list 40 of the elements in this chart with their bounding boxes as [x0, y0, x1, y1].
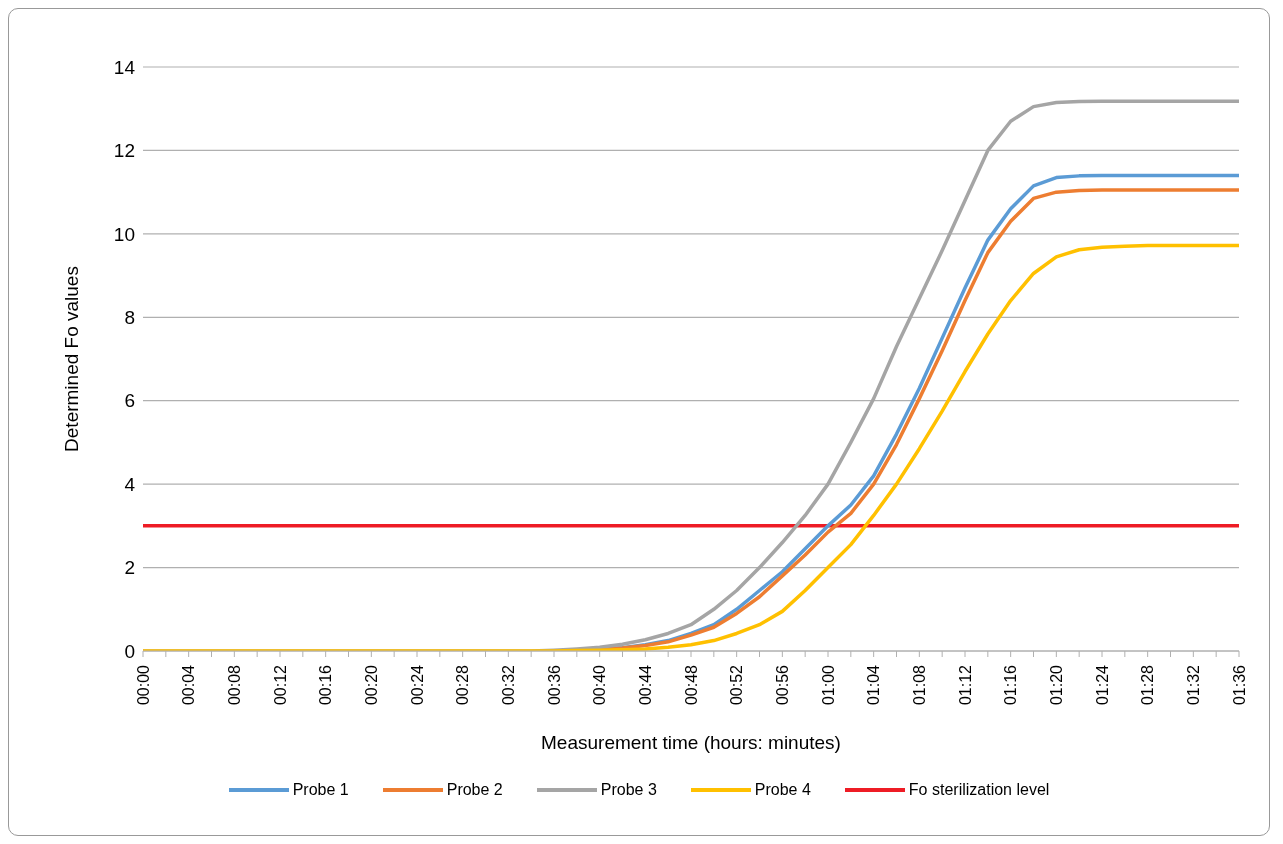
x-tick-label: 00:08 — [225, 664, 243, 706]
y-tick-label: 8 — [124, 307, 135, 329]
x-tick-label: 00:24 — [408, 664, 426, 706]
y-tick-label: 4 — [124, 473, 136, 495]
legend-label: Fo sterilization level — [908, 781, 1050, 799]
x-tick-label: 00:20 — [362, 664, 380, 706]
x-tick-label: 01:28 — [1139, 664, 1157, 706]
x-axis-title: Measurement time (hours: minutes) — [541, 732, 841, 753]
x-tick-label: 01:32 — [1184, 664, 1202, 706]
legend-label: Probe 1 — [292, 781, 349, 799]
x-tick-label: 01:24 — [1093, 664, 1111, 706]
x-tick-label: 00:32 — [499, 664, 517, 706]
legend-label: Probe 3 — [600, 781, 657, 799]
x-tick-label: 01:00 — [819, 664, 837, 706]
x-tick-label: 00:16 — [317, 664, 335, 706]
legend-label: Probe 4 — [754, 781, 811, 799]
x-tick-label: 00:52 — [728, 664, 746, 706]
y-tick-label: 14 — [113, 56, 136, 78]
x-tick-label: 00:44 — [636, 664, 654, 706]
y-tick-label: 12 — [113, 140, 135, 162]
y-axis-title: Determined Fo values — [60, 266, 82, 452]
y-tick-label: 6 — [124, 390, 135, 412]
y-tick-label: 10 — [113, 223, 135, 245]
x-tick-label: 01:04 — [865, 664, 883, 706]
legend-label: Probe 2 — [446, 781, 503, 799]
x-tick-label: 00:00 — [134, 664, 152, 706]
x-tick-label: 00:28 — [454, 664, 472, 706]
x-tick-label: 01:16 — [1002, 664, 1020, 706]
x-tick-label: 00:12 — [271, 664, 289, 706]
x-tick-label: 00:36 — [545, 664, 563, 706]
x-tick-label: 00:56 — [773, 664, 791, 706]
x-tick-label: 01:12 — [956, 664, 974, 706]
x-tick-label: 01:20 — [1047, 664, 1065, 706]
y-tick-label: 2 — [124, 557, 135, 579]
x-tick-label: 01:36 — [1230, 664, 1248, 706]
x-tick-label: 00:04 — [180, 664, 198, 706]
x-tick-label: 00:40 — [591, 664, 609, 706]
y-tick-label: 0 — [124, 640, 135, 662]
x-tick-label: 01:08 — [910, 664, 928, 706]
x-tick-label: 00:48 — [682, 664, 700, 706]
